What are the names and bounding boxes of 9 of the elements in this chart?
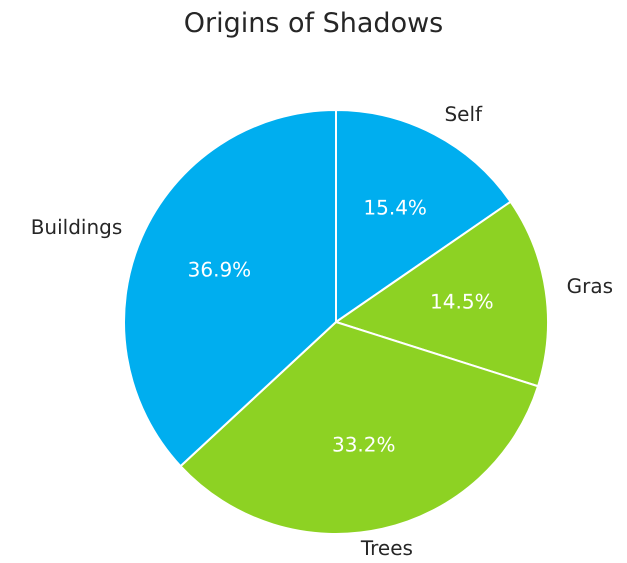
data-label: 33.2% <box>332 432 396 456</box>
slice-label: Trees <box>360 536 413 560</box>
data-label: 14.5% <box>430 289 494 314</box>
chart-title: Origins of Shadows <box>182 8 444 39</box>
data-label: 15.4% <box>363 196 427 220</box>
data-label: 36.9% <box>188 257 252 282</box>
slice-label: Self <box>444 102 484 126</box>
slice-label: Buildings <box>30 214 122 239</box>
slice-label: Gras <box>566 274 614 298</box>
